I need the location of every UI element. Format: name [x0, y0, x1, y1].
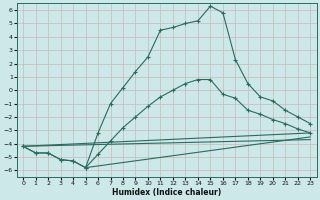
X-axis label: Humidex (Indice chaleur): Humidex (Indice chaleur) [112, 188, 221, 197]
